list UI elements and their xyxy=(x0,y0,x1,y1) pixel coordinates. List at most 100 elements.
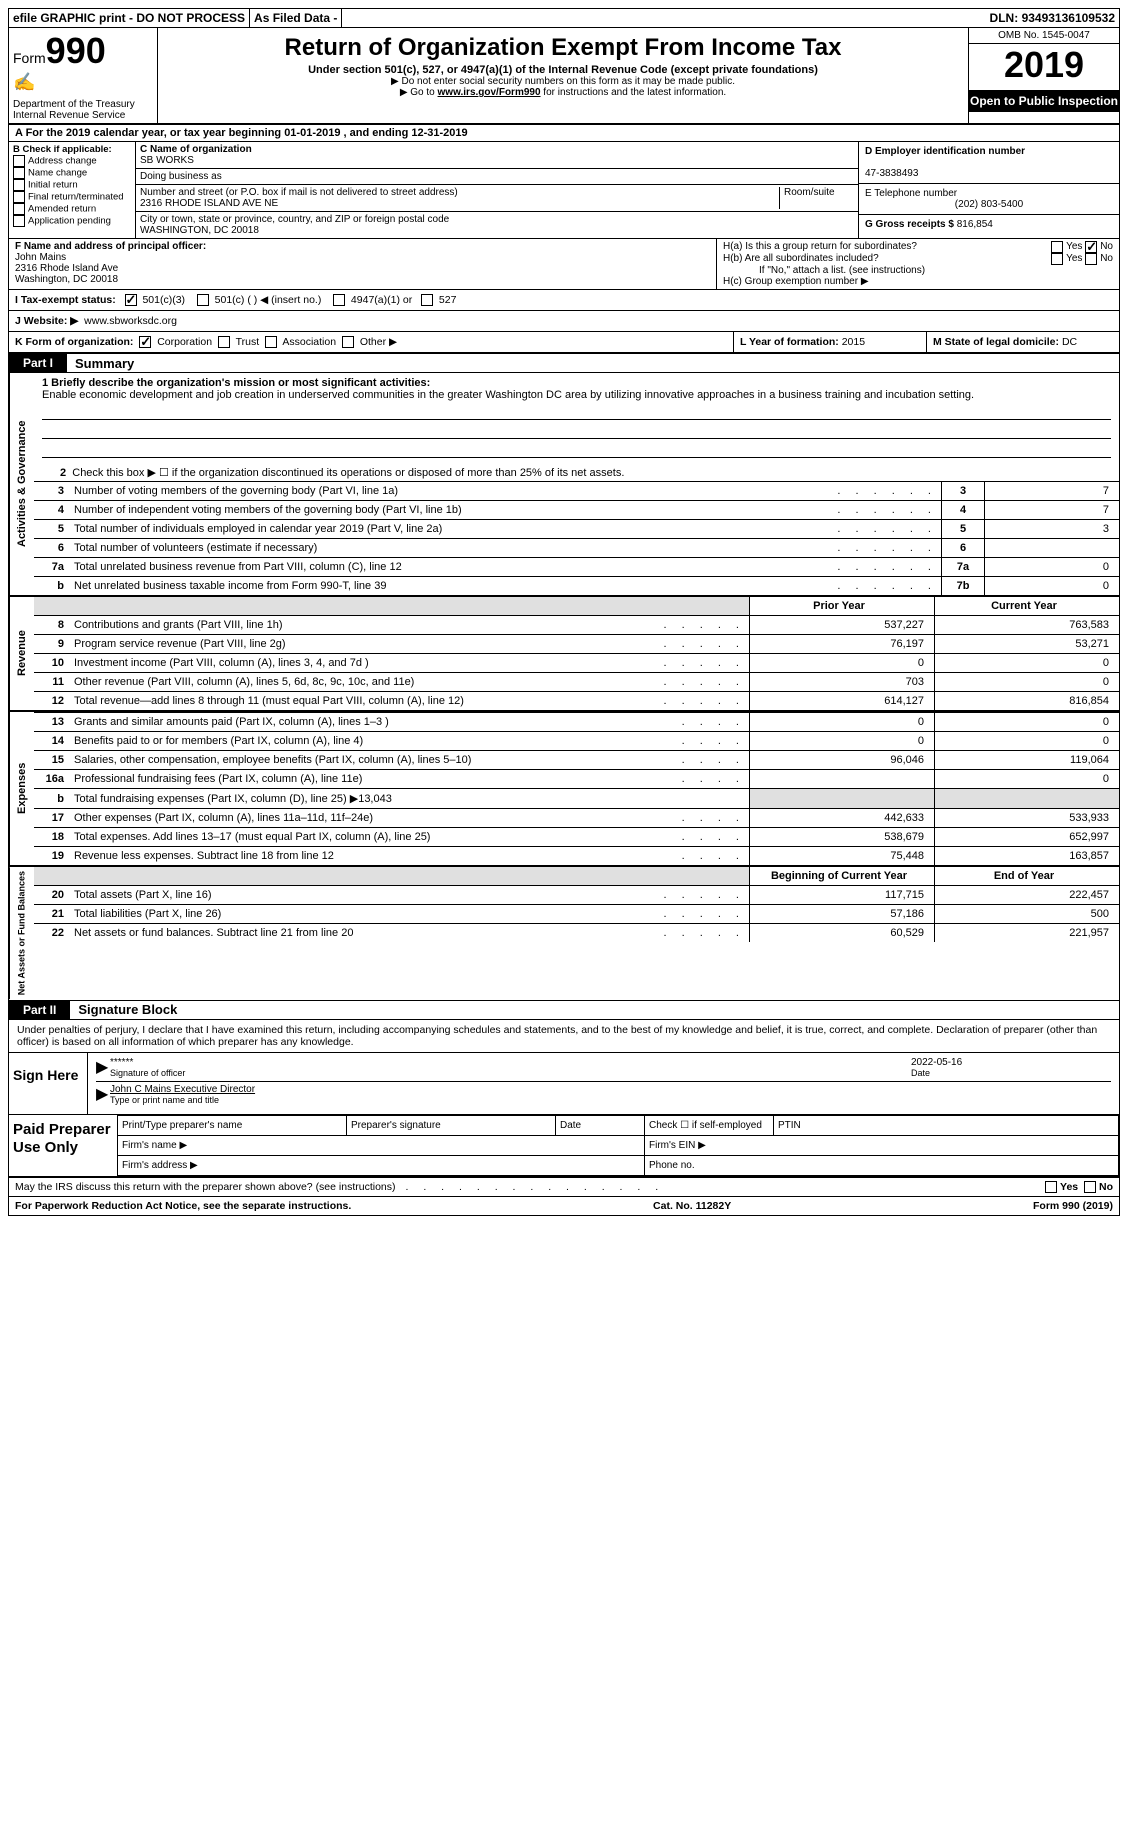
table-row: 10Investment income (Part VIII, column (… xyxy=(34,654,1119,673)
year-box: OMB No. 1545-0047 2019 Open to Public In… xyxy=(968,28,1119,123)
checkbox-ha-yes[interactable] xyxy=(1051,241,1063,253)
table-row: 6Total number of volunteers (estimate if… xyxy=(34,539,1119,558)
table-row: 12Total revenue—add lines 8 through 11 (… xyxy=(34,692,1119,711)
firm-name-cell: Firm's name ▶ xyxy=(118,1135,645,1155)
checkbox-501c3[interactable] xyxy=(125,294,137,306)
checkbox-association[interactable] xyxy=(265,336,277,348)
table-row: 19Revenue less expenses. Subtract line 1… xyxy=(34,847,1119,866)
open-to-public: Open to Public Inspection xyxy=(969,90,1119,112)
checkbox-hb-no[interactable] xyxy=(1085,253,1097,265)
preparer-selfemp-col: Check ☐ if self-employed xyxy=(645,1115,774,1135)
checkbox-discuss-no[interactable] xyxy=(1084,1181,1096,1193)
checkbox-hb-yes[interactable] xyxy=(1051,253,1063,265)
discuss-row: May the IRS discuss this return with the… xyxy=(9,1178,1119,1197)
row-i: I Tax-exempt status: 501(c)(3) 501(c) ( … xyxy=(9,290,1119,311)
checkbox-amended-return[interactable] xyxy=(13,203,25,215)
checkbox-corporation[interactable] xyxy=(139,336,151,348)
revenue-table: Prior YearCurrent Year8Contributions and… xyxy=(34,597,1119,710)
checkbox-name-change[interactable] xyxy=(13,167,25,179)
table-row: 4Number of independent voting members of… xyxy=(34,501,1119,520)
part2-tab: Part II xyxy=(9,1001,70,1019)
table-row: bTotal fundraising expenses (Part IX, co… xyxy=(34,789,1119,809)
checkbox-4947[interactable] xyxy=(333,294,345,306)
box-f: F Name and address of principal officer:… xyxy=(9,239,716,289)
table-row: 5Total number of individuals employed in… xyxy=(34,520,1119,539)
city-state-zip: WASHINGTON, DC 20018 xyxy=(140,225,259,236)
box-h: H(a) Is this a group return for subordin… xyxy=(716,239,1119,289)
table-row: 16aProfessional fundraising fees (Part I… xyxy=(34,770,1119,789)
table-row: 17Other expenses (Part IX, column (A), l… xyxy=(34,809,1119,828)
ein-label: D Employer identification number xyxy=(865,146,1025,157)
checkbox-application-pending[interactable] xyxy=(13,215,25,227)
preparer-sig-col: Preparer's signature xyxy=(347,1115,556,1135)
phone-label: E Telephone number xyxy=(865,188,957,199)
governance-table: 3Number of voting members of the governi… xyxy=(34,481,1119,595)
tax-year: 2019 xyxy=(969,44,1119,90)
row-klm: K Form of organization: Corporation Trus… xyxy=(9,332,1119,354)
firm-ein-cell: Firm's EIN ▶ xyxy=(645,1135,1119,1155)
table-row: 11Other revenue (Part VIII, column (A), … xyxy=(34,673,1119,692)
checkbox-trust[interactable] xyxy=(218,336,230,348)
footer-row: For Paperwork Reduction Act Notice, see … xyxy=(9,1197,1119,1215)
form-990-page: efile GRAPHIC print - DO NOT PROCESS As … xyxy=(8,8,1120,1216)
website-url[interactable]: www.sbworksdc.org xyxy=(84,315,177,327)
checkbox-501c[interactable] xyxy=(197,294,209,306)
paid-preparer-block: Paid Preparer Use Only Print/Type prepar… xyxy=(9,1115,1119,1178)
table-row: 14Benefits paid to or for members (Part … xyxy=(34,732,1119,751)
balances-table: Beginning of Current YearEnd of Year20To… xyxy=(34,867,1119,942)
title-box: Return of Organization Exempt From Incom… xyxy=(158,28,968,123)
footer-left: For Paperwork Reduction Act Notice, see … xyxy=(15,1200,351,1212)
dept-label: Department of the Treasury Internal Reve… xyxy=(13,99,153,121)
warn-2: ▶ Go to www.irs.gov/Form990 for instruct… xyxy=(162,87,964,98)
omb: OMB No. 1545-0047 xyxy=(969,28,1119,44)
checkbox-initial-return[interactable] xyxy=(13,179,25,191)
checkbox-discuss-yes[interactable] xyxy=(1045,1181,1057,1193)
phone-value: (202) 803-5400 xyxy=(865,199,1113,210)
table-row: 21Total liabilities (Part X, line 26). .… xyxy=(34,905,1119,924)
box-c: C Name of organizationSB WORKS Doing bus… xyxy=(136,142,858,238)
form-number: Form990 xyxy=(13,30,153,72)
expenses-block: Expenses 13Grants and similar amounts pa… xyxy=(9,712,1119,867)
checkbox-address-change[interactable] xyxy=(13,155,25,167)
dln-value: 93493136109532 xyxy=(1022,11,1115,25)
irs-link[interactable]: www.irs.gov/Form990 xyxy=(438,87,541,98)
table-row: 22Net assets or fund balances. Subtract … xyxy=(34,924,1119,943)
side-label-balances: Net Assets or Fund Balances xyxy=(9,867,34,999)
gross-receipts-label: G Gross receipts $ xyxy=(865,219,954,230)
expenses-table: 13Grants and similar amounts paid (Part … xyxy=(34,712,1119,865)
preparer-table: Print/Type preparer's name Preparer's si… xyxy=(118,1115,1119,1176)
preparer-name-col: Print/Type preparer's name xyxy=(118,1115,347,1135)
perjury-declaration: Under penalties of perjury, I declare th… xyxy=(9,1020,1119,1053)
footer-right: Form 990 (2019) xyxy=(1033,1200,1113,1212)
revenue-block: Revenue Prior YearCurrent Year8Contribut… xyxy=(9,597,1119,712)
preparer-date-col: Date xyxy=(556,1115,645,1135)
preparer-ptin-col: PTIN xyxy=(774,1115,1119,1135)
street-address: 2316 RHODE ISLAND AVE NE xyxy=(140,198,278,209)
dln-cell: DLN: 93493136109532 xyxy=(986,9,1119,27)
room-suite-label: Room/suite xyxy=(779,187,854,209)
checkbox-other[interactable] xyxy=(342,336,354,348)
table-row: 18Total expenses. Add lines 13–17 (must … xyxy=(34,828,1119,847)
org-name: SB WORKS xyxy=(140,155,194,166)
ein-value: 47-3838493 xyxy=(865,168,918,179)
checkbox-527[interactable] xyxy=(421,294,433,306)
checkbox-ha-no[interactable] xyxy=(1085,241,1097,253)
gross-receipts-value: 816,854 xyxy=(957,219,993,230)
group-exemption: H(c) Group exemption number ▶ xyxy=(723,276,1113,287)
sign-fields: ▶ ******Signature of officer 2022-05-16D… xyxy=(88,1053,1119,1114)
mission-block: 1 Briefly describe the organization's mi… xyxy=(34,373,1119,462)
table-row: 15Salaries, other compensation, employee… xyxy=(34,751,1119,770)
table-row: 7aTotal unrelated business revenue from … xyxy=(34,558,1119,577)
row-j: J Website: ▶ www.sbworksdc.org xyxy=(9,311,1119,332)
part2-title: Signature Block xyxy=(70,1002,177,1017)
checkbox-final-return[interactable] xyxy=(13,191,25,203)
part2-header: Part II Signature Block xyxy=(9,1001,1119,1020)
officer-name: John Mains xyxy=(15,252,66,263)
firm-addr-cell: Firm's address ▶ xyxy=(118,1155,645,1175)
table-row: 13Grants and similar amounts paid (Part … xyxy=(34,713,1119,732)
table-row: bNet unrelated business taxable income f… xyxy=(34,577,1119,596)
box-de: D Employer identification number 47-38384… xyxy=(858,142,1119,238)
box-b: B Check if applicable: Address change Na… xyxy=(9,142,136,238)
side-label-expenses: Expenses xyxy=(9,712,34,865)
efile-text: efile GRAPHIC print - DO NOT PROCESS xyxy=(9,9,250,27)
